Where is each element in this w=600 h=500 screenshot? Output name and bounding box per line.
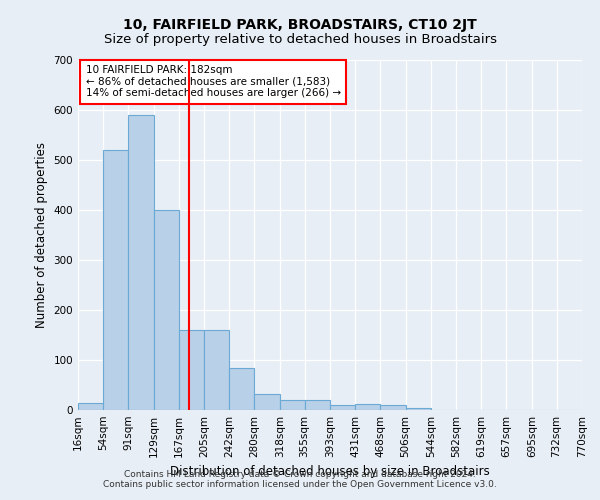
Bar <box>205 330 229 410</box>
Text: 10 FAIRFIELD PARK: 182sqm
← 86% of detached houses are smaller (1,583)
14% of se: 10 FAIRFIELD PARK: 182sqm ← 86% of detac… <box>86 66 341 98</box>
Bar <box>330 405 355 410</box>
Bar <box>154 210 179 410</box>
Bar <box>103 150 128 410</box>
Text: Size of property relative to detached houses in Broadstairs: Size of property relative to detached ho… <box>104 32 497 46</box>
Bar <box>280 400 305 410</box>
Bar <box>128 115 154 410</box>
Text: Contains HM Land Registry data © Crown copyright and database right 2024.
Contai: Contains HM Land Registry data © Crown c… <box>103 470 497 489</box>
Bar <box>380 404 406 410</box>
Bar <box>305 400 330 410</box>
Bar <box>78 402 103 410</box>
Bar <box>406 408 431 410</box>
X-axis label: Distribution of detached houses by size in Broadstairs: Distribution of detached houses by size … <box>170 466 490 478</box>
Bar <box>254 394 280 410</box>
Y-axis label: Number of detached properties: Number of detached properties <box>35 142 48 328</box>
Bar <box>355 404 380 410</box>
Bar <box>179 330 205 410</box>
Text: 10, FAIRFIELD PARK, BROADSTAIRS, CT10 2JT: 10, FAIRFIELD PARK, BROADSTAIRS, CT10 2J… <box>123 18 477 32</box>
Bar <box>229 368 254 410</box>
